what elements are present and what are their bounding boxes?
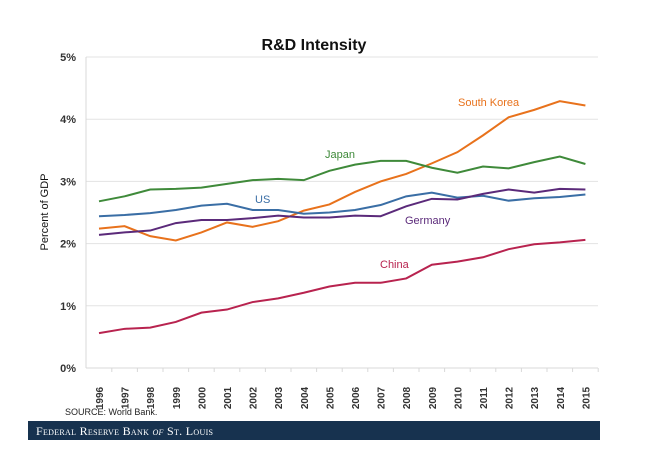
y-tick-label: 3% xyxy=(60,176,76,188)
y-tick-label: 5% xyxy=(60,52,76,64)
x-tick-label: 2015 xyxy=(581,386,592,409)
footer-logo-text: Federal Reserve Bank of St. Louis xyxy=(36,424,214,438)
series-label: South Korea xyxy=(458,97,520,109)
series-label: China xyxy=(380,259,410,271)
series-line-japan xyxy=(98,155,586,203)
x-tick-label: 1996 xyxy=(95,386,106,409)
x-tick-label: 1998 xyxy=(146,386,157,409)
x-tick-label: 2004 xyxy=(300,386,311,409)
x-tick-label: 2006 xyxy=(351,386,362,409)
series-label: Japan xyxy=(325,149,355,161)
series-line-china xyxy=(98,238,586,335)
x-tick-label: 1997 xyxy=(121,386,132,409)
x-tick-label: 2009 xyxy=(428,386,439,409)
y-tick-label: 1% xyxy=(60,301,76,313)
x-tick-label: 2002 xyxy=(249,386,260,409)
x-tick-label: 2003 xyxy=(274,386,285,409)
series-line-south-korea xyxy=(98,100,586,242)
x-tick-label: 2011 xyxy=(479,387,490,409)
series-label: US xyxy=(255,194,270,206)
x-tick-label: 1999 xyxy=(172,386,183,409)
y-tick-label: 0% xyxy=(60,363,76,375)
x-tick-label: 2001 xyxy=(223,386,234,409)
chart-title: R&D Intensity xyxy=(262,37,367,54)
footer-banner: Federal Reserve Bank of St. Louis xyxy=(28,421,600,440)
y-tick-label: 4% xyxy=(60,114,76,126)
y-tick-label: 2% xyxy=(60,239,76,251)
x-tick-label: 2012 xyxy=(505,386,516,409)
y-axis-label: Percent of GDP xyxy=(39,173,51,250)
x-tick-label: 2000 xyxy=(197,386,208,409)
x-tick-label: 2007 xyxy=(377,386,388,409)
series-label: Germany xyxy=(405,215,451,227)
x-tick-label: 2008 xyxy=(402,386,413,409)
x-tick-label: 2005 xyxy=(325,386,336,409)
x-tick-label: 2014 xyxy=(556,386,567,409)
series-line-us xyxy=(98,191,586,218)
x-tick-label: 2013 xyxy=(530,386,541,409)
source-note: SOURCE: World Bank. xyxy=(65,407,158,417)
x-tick-label: 2010 xyxy=(453,386,464,409)
series-line-germany xyxy=(98,187,586,236)
